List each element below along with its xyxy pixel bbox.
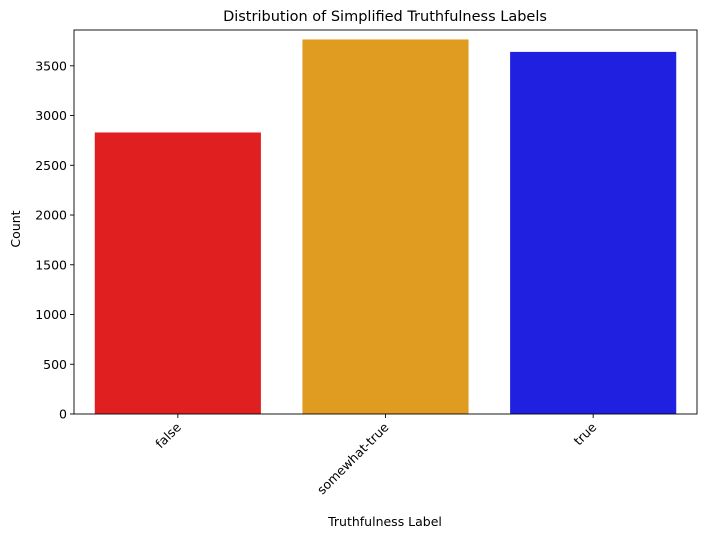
y-tick-label: 3500 [35,58,67,73]
y-axis-title: Count [8,210,23,247]
bar-true [510,51,677,414]
x-axis-ticks: false somewhat-true true [152,414,600,497]
y-tick-label: 2000 [35,208,67,223]
y-tick-label: 1000 [35,307,67,322]
y-tick-label: 2500 [35,158,67,173]
y-tick-label: 0 [59,407,67,422]
bar-somewhat-true [302,39,469,414]
y-axis-ticks: 0 500 1000 1500 2000 2500 3000 3500 [35,58,74,422]
x-tick-label-true: true [571,419,600,448]
y-tick-label: 500 [43,357,67,372]
x-tick-label-false: false [152,419,184,451]
x-tick-label-somewhat-true: somewhat-true [314,419,392,497]
bar-false [94,132,261,414]
bars-layer [94,39,677,414]
y-tick-label: 1500 [35,257,67,272]
y-tick-label: 3000 [35,108,67,123]
x-axis-title: Truthfulness Label [327,514,442,529]
chart-title: Distribution of Simplified Truthfulness … [223,9,547,25]
